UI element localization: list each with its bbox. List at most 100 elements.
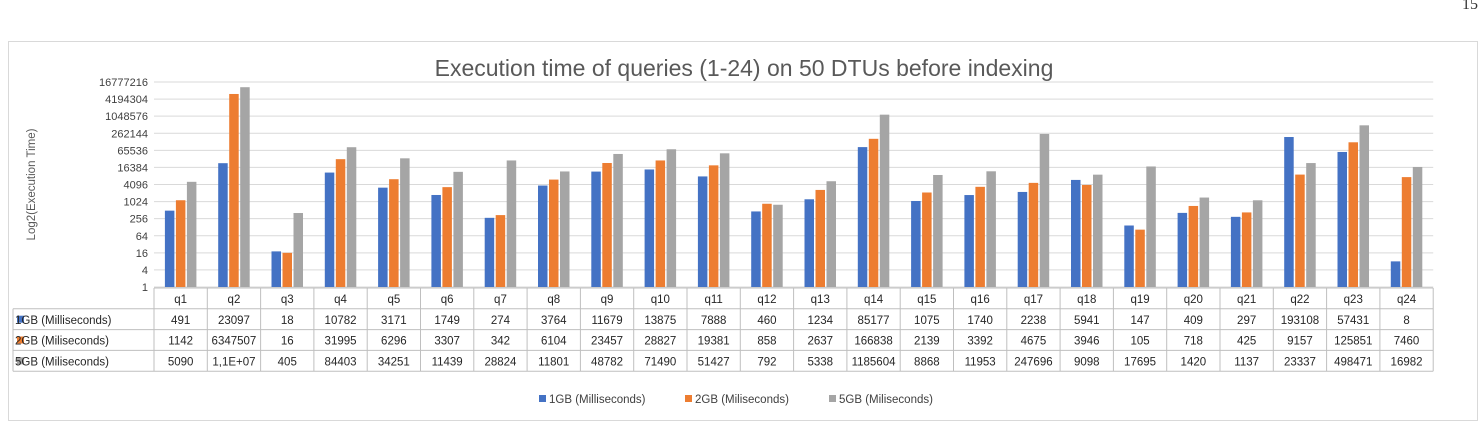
data-cell: 718 (1184, 336, 1203, 348)
category-label: q16 (971, 294, 990, 306)
page-number: 15 (1462, 0, 1478, 13)
y-tick-label: 16 (136, 248, 148, 260)
category-label: q8 (547, 294, 560, 306)
bar-q24-series-3 (1412, 166, 1423, 287)
data-cell: 792 (757, 356, 776, 368)
category-label: q17 (1024, 294, 1043, 306)
data-cell: 57431 (1337, 315, 1369, 327)
data-cell: 6347507 (212, 336, 257, 348)
bar-q19-series-1 (1124, 225, 1134, 287)
data-cell: 3764 (541, 315, 567, 327)
bar-q18-series-1 (1071, 179, 1081, 287)
bar-q20-series-2 (1188, 205, 1199, 287)
data-cell: 19381 (698, 336, 730, 348)
bar-q8-series-2 (549, 179, 559, 287)
bar-q23-series-2 (1348, 142, 1358, 287)
legend-swatch (539, 395, 546, 402)
bar-q22-series-1 (1284, 137, 1294, 287)
data-cell: 23457 (591, 336, 623, 348)
data-cell: 28827 (644, 336, 676, 348)
table-legend-key (17, 315, 24, 323)
data-cell: 2139 (914, 336, 940, 348)
bar-q3-series-3 (293, 213, 303, 287)
data-cell: 3946 (1074, 336, 1100, 348)
data-cell: 274 (491, 315, 511, 327)
category-label: q15 (917, 294, 936, 306)
bar-q19-series-3 (1146, 166, 1156, 287)
category-label: q21 (1237, 294, 1256, 306)
bar-q1-series-1 (164, 210, 175, 287)
chart-frame: Execution time of queries (1-24) on 50 D… (8, 41, 1478, 421)
data-cell: 297 (1237, 315, 1256, 327)
category-label: q23 (1344, 294, 1363, 306)
bar-q1-series-3 (186, 181, 197, 287)
y-axis-title: Log2(Execution Time) (26, 128, 38, 240)
data-cell: 1749 (434, 315, 460, 327)
data-cell: 8 (1403, 315, 1409, 327)
bar-q5-series-2 (389, 179, 399, 287)
bar-q22-series-3 (1306, 163, 1316, 287)
bar-q24-series-2 (1401, 177, 1412, 287)
data-cell: 11953 (965, 356, 996, 368)
data-cell: 193108 (1281, 315, 1319, 327)
bar-q2-series-1 (218, 163, 228, 287)
data-cell: 1185604 (852, 356, 897, 368)
data-cell: 1142 (168, 336, 193, 348)
data-cell: 84403 (325, 356, 357, 368)
y-tick-label: 1024 (124, 197, 148, 209)
bar-q12-series-3 (773, 204, 783, 287)
category-label: q6 (441, 294, 454, 306)
chart-title: Execution time of queries (1-24) on 50 D… (435, 55, 1054, 81)
bar-q10-series-3 (666, 149, 677, 287)
data-cell: 1420 (1181, 356, 1207, 368)
y-tick-label: 1 (142, 282, 148, 294)
bar-q15-series-3 (933, 174, 943, 287)
bar-q5-series-3 (400, 158, 410, 287)
bar-q20-series-3 (1199, 197, 1210, 287)
bar-q21-series-1 (1230, 216, 1241, 287)
data-cell: 425 (1237, 336, 1256, 348)
bar-q16-series-2 (975, 186, 985, 287)
bar-q13-series-2 (815, 189, 825, 287)
bar-q14-series-2 (868, 138, 879, 287)
category-label: q19 (1130, 294, 1149, 306)
bar-q9-series-1 (591, 171, 601, 287)
data-cell: 28824 (484, 356, 517, 368)
data-cell: 1075 (914, 315, 940, 327)
data-cell: 5338 (807, 356, 833, 368)
y-tick-label: 16777216 (99, 77, 148, 89)
category-label: q14 (864, 294, 884, 306)
category-label: q18 (1077, 294, 1096, 306)
bar-q22-series-2 (1295, 174, 1305, 287)
category-label: q20 (1184, 294, 1203, 306)
data-cell: 4675 (1021, 336, 1047, 348)
bar-q20-series-1 (1177, 212, 1188, 287)
category-label: q4 (334, 294, 347, 306)
bar-q6-series-1 (431, 194, 441, 287)
data-cell: 9098 (1074, 356, 1100, 368)
data-cell: 1234 (807, 315, 833, 327)
data-cell: 3307 (434, 336, 460, 348)
data-cell: 498471 (1334, 356, 1372, 368)
category-label: q13 (811, 294, 830, 306)
bar-q18-series-2 (1082, 184, 1092, 287)
category-label: q3 (281, 294, 294, 306)
category-label: q5 (387, 294, 400, 306)
table-legend-key (17, 357, 24, 365)
bar-q4-series-1 (324, 172, 335, 287)
data-cell: 23337 (1284, 356, 1316, 368)
data-cell: 166838 (854, 336, 892, 348)
bar-q23-series-1 (1337, 151, 1347, 287)
category-label: q7 (494, 294, 507, 306)
data-cell: 11801 (538, 356, 569, 368)
category-label: q11 (704, 294, 722, 306)
data-cell: 11439 (432, 356, 463, 368)
series-row-label: 1GB (Milliseconds) (15, 315, 112, 327)
category-label: q22 (1290, 294, 1309, 306)
bar-q16-series-3 (986, 171, 996, 287)
data-cell: 460 (757, 315, 776, 327)
data-cell: 858 (757, 336, 776, 348)
data-cell: 3171 (381, 315, 407, 327)
category-label: q1 (174, 294, 187, 306)
bar-q11-series-3 (719, 153, 730, 287)
